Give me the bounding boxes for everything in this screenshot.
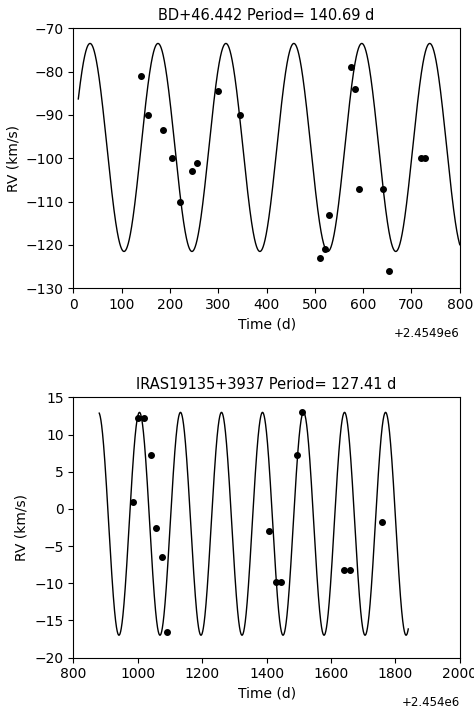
Text: +2.4549e6: +2.4549e6 bbox=[394, 327, 460, 340]
Title: IRAS19135+3937 Period= 127.41 d: IRAS19135+3937 Period= 127.41 d bbox=[137, 377, 397, 392]
X-axis label: Time (d): Time (d) bbox=[237, 686, 296, 701]
Title: BD+46.442 Period= 140.69 d: BD+46.442 Period= 140.69 d bbox=[158, 8, 375, 23]
Y-axis label: RV (km/s): RV (km/s) bbox=[6, 125, 20, 192]
Y-axis label: RV (km/s): RV (km/s) bbox=[15, 494, 29, 561]
Text: +2.454e6: +2.454e6 bbox=[401, 696, 460, 707]
X-axis label: Time (d): Time (d) bbox=[237, 317, 296, 332]
